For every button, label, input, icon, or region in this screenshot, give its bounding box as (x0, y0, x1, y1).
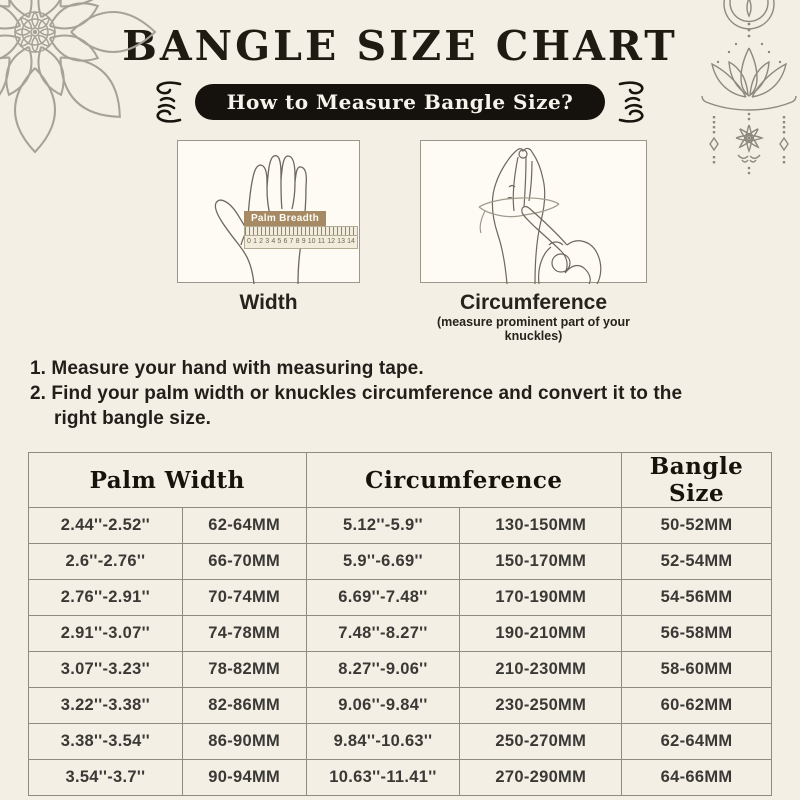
table-row: 3.54''-3.7'' 90-94MM 10.63''-11.41'' 270-29… (28, 759, 772, 796)
table-cell: 270-290MM (459, 759, 623, 796)
table-cell: 3.54''-3.7'' (28, 759, 183, 796)
table-cell: 3.22''-3.38'' (28, 687, 183, 724)
size-table: Palm Width Circumference Bangle Size 2.4… (28, 452, 772, 796)
ruler-number: 8 (295, 238, 300, 245)
ruler-number: 6 (283, 238, 288, 245)
ruler-number: 14 (347, 238, 355, 245)
table-cell: 86-90MM (181, 723, 307, 760)
ruler-number: 0 (247, 238, 251, 245)
ruler: 0 1 2 3 4 5 6 7 8 9 10 11 12 13 14 (244, 226, 358, 249)
measure-illustrations: Palm Breadth 0 1 2 3 4 5 6 7 8 9 10 11 12 13 14 (0, 140, 800, 284)
ruler-number: 10 (307, 238, 316, 245)
how-to-measure-badge: How to Measure Bangle Size? (194, 84, 606, 120)
circumference-caption: Circumference (459, 291, 608, 314)
table-cell: 62-64MM (621, 723, 772, 760)
pointing-hand (521, 206, 602, 284)
palm-width-header: Palm Width (28, 452, 307, 508)
table-cell: 230-250MM (459, 687, 623, 724)
table-cell: 3.07''-3.23'' (28, 651, 183, 688)
table-row: 2.76''-2.91'' 70-74MM 6.69''-7.48'' 170-190… (28, 579, 772, 616)
how-to-measure-row: How to Measure Bangle Size? (0, 79, 800, 125)
table-cell: 5.9''-6.69'' (305, 543, 461, 580)
ruler-number: 9 (301, 238, 306, 245)
table-row: 2.91''-3.07'' 74-78MM 7.48''-8.27'' 190-210… (28, 615, 772, 652)
table-cell: 58-60MM (621, 651, 772, 688)
circumference-illustration-box (420, 140, 647, 284)
table-cell: 90-94MM (181, 759, 307, 796)
table-cell: 50-52MM (621, 507, 772, 544)
table-cell: 62-64MM (181, 507, 307, 544)
table-cell: 78-82MM (181, 651, 307, 688)
ruler-number: 7 (289, 238, 294, 245)
instructions: 1. Measure your hand with measuring tape… (30, 356, 800, 431)
ruler-ticks (245, 227, 357, 236)
width-caption: Width (239, 291, 298, 314)
captions-row: Width Circumference (measure prominent p… (0, 291, 800, 343)
table-cell: 82-86MM (181, 687, 307, 724)
ruler-number: 11 (317, 238, 326, 245)
table-cell: 66-70MM (181, 543, 307, 580)
table-cell: 64-66MM (621, 759, 772, 796)
ruler-number: 5 (277, 238, 282, 245)
table-row: 2.6''-2.76'' 66-70MM 5.9''-6.69'' 150-170MM… (28, 543, 772, 580)
tape-line (478, 197, 560, 234)
table-cell: 7.48''-8.27'' (305, 615, 461, 652)
ruler-number: 13 (337, 238, 345, 245)
page-title: BANGLE SIZE CHART (122, 22, 678, 70)
table-cell: 250-270MM (459, 723, 623, 760)
width-caption-cell: Width (177, 291, 360, 343)
size-table-body: 2.44''-2.52'' 62-64MM 5.12''-5.9'' 130-150M… (28, 507, 772, 796)
instruction-line-2: 2. Find your palm width or knuckles circ… (30, 383, 683, 404)
table-cell: 5.12''-5.9'' (305, 507, 461, 544)
width-illustration-box: Palm Breadth 0 1 2 3 4 5 6 7 8 9 10 11 12 13 14 (177, 140, 360, 284)
circumference-caption-cell: Circumference (measure prominent part of… (420, 291, 647, 343)
table-cell: 6.69''-7.48'' (305, 579, 461, 616)
table-cell: 2.76''-2.91'' (28, 579, 183, 616)
table-cell: 9.84''-10.63'' (305, 723, 461, 760)
flourish-right-icon (619, 81, 644, 123)
table-cell: 3.38''-3.54'' (28, 723, 183, 760)
header-row: Palm Width Circumference Bangle Size (28, 452, 772, 508)
instruction-line-1: 1. Measure your hand with measuring tape… (30, 358, 424, 379)
circumference-header: Circumference (305, 452, 623, 508)
flourish-left-icon (156, 81, 181, 123)
table-row: 3.22''-3.38'' 82-86MM 9.06''-9.84'' 230-250… (28, 687, 772, 724)
table-cell: 60-62MM (621, 687, 772, 724)
instruction-line-3: right bangle size. (54, 408, 211, 429)
table-cell: 10.63''-11.41'' (305, 759, 461, 796)
ruler-number: 3 (265, 238, 270, 245)
ruler-number: 2 (259, 238, 264, 245)
table-cell: 56-58MM (621, 615, 772, 652)
table-cell: 70-74MM (181, 579, 307, 616)
table-cell: 170-190MM (459, 579, 623, 616)
table-row: 3.07''-3.23'' 78-82MM 8.27''-9.06'' 210-230… (28, 651, 772, 688)
size-table-head: Palm Width Circumference Bangle Size (28, 452, 772, 508)
table-cell: 150-170MM (459, 543, 623, 580)
table-cell: 74-78MM (181, 615, 307, 652)
table-cell: 8.27''-9.06'' (305, 651, 461, 688)
table-cell: 2.44''-2.52'' (28, 507, 183, 544)
circumference-note: (measure prominent part of your knuckles… (436, 315, 631, 343)
ruler-number: 1 (253, 238, 257, 245)
table-cell: 130-150MM (459, 507, 623, 544)
table-row: 3.38''-3.54'' 86-90MM 9.84''-10.63'' 250-27… (28, 723, 772, 760)
pinched-hand-illustration-icon (478, 147, 602, 284)
table-cell: 210-230MM (459, 651, 623, 688)
table-cell: 190-210MM (459, 615, 623, 652)
table-cell: 52-54MM (621, 543, 772, 580)
table-cell: 9.06''-9.84'' (305, 687, 461, 724)
table-cell: 2.6''-2.76'' (28, 543, 183, 580)
ruler-numbers: 0 1 2 3 4 5 6 7 8 9 10 11 12 13 14 (245, 236, 357, 246)
ruler-number: 4 (271, 238, 276, 245)
palm-breadth-label: Palm Breadth (244, 211, 326, 226)
table-cell: 54-56MM (621, 579, 772, 616)
table-cell: 2.91''-3.07'' (28, 615, 183, 652)
bangle-size-header: Bangle Size (621, 452, 772, 508)
ruler-number: 12 (327, 238, 335, 245)
table-row: 2.44''-2.52'' 62-64MM 5.12''-5.9'' 130-150M… (28, 507, 772, 544)
